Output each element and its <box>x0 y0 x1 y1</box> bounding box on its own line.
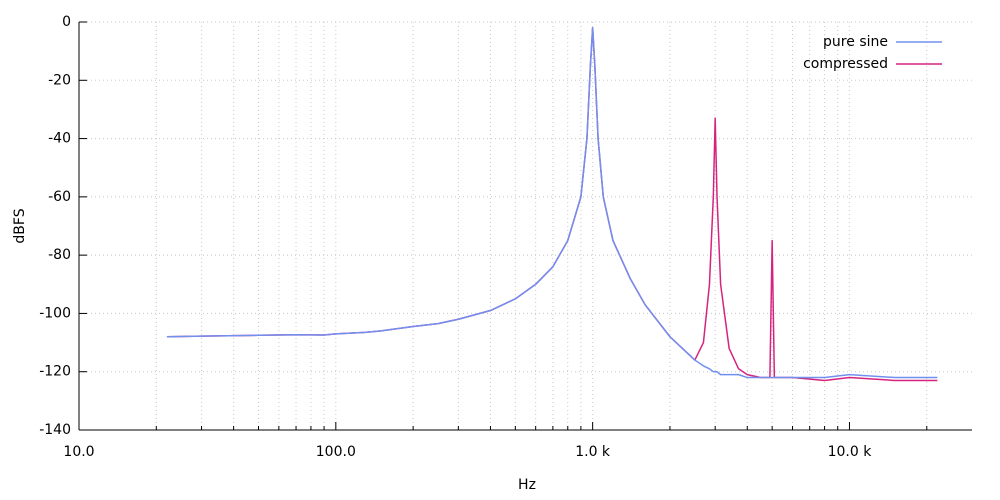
y-tick-label: -100 <box>39 305 71 321</box>
x-axis-label: Hz <box>518 477 536 493</box>
y-tick-label: -40 <box>48 131 71 147</box>
legend-label: pure sine <box>823 34 888 50</box>
y-tick-label: -60 <box>48 189 71 205</box>
y-tick-label: -20 <box>48 72 71 88</box>
y-tick-label: 0 <box>62 14 71 30</box>
series-line <box>166 27 938 379</box>
y-axis-label: dBFS <box>12 208 28 243</box>
x-tick-label: 10.0 k <box>828 444 873 460</box>
x-tick-label: 1.0 k <box>575 444 611 460</box>
legend-label: compressed <box>803 56 888 72</box>
y-tick-label: -80 <box>48 247 71 263</box>
x-tick-label: 10.0 <box>63 444 94 460</box>
series-line <box>166 27 938 382</box>
y-tick-label: -120 <box>39 364 71 380</box>
y-tick-label: -140 <box>39 422 71 438</box>
x-tick-label: 100.0 <box>316 444 356 460</box>
